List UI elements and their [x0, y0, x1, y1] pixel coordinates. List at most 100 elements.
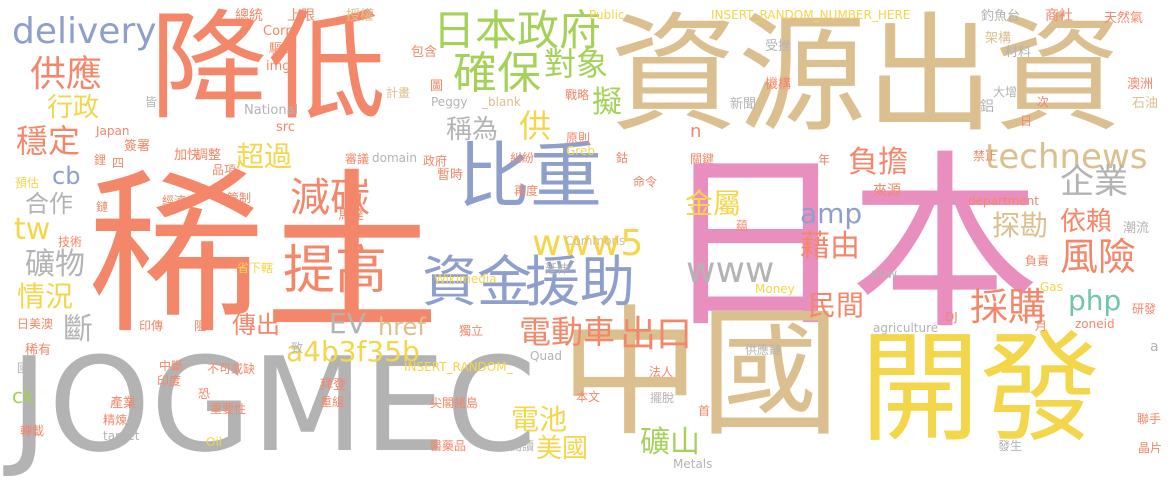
- word-cailiao: 材料: [1005, 45, 1032, 60]
- word-jieyou: 藉由: [800, 229, 860, 264]
- word-jishu: 技術: [58, 235, 83, 249]
- word-domain: domain: [372, 151, 417, 165]
- word-money: Money: [755, 282, 795, 296]
- word-yilai: 依賴: [1060, 207, 1113, 237]
- word-oil: Oil: [206, 435, 223, 449]
- word-baohan: 包含: [411, 45, 438, 60]
- word-guo: 國: [17, 361, 30, 375]
- word-qiye: 企業: [1060, 162, 1128, 202]
- word-zongtong: 總統: [235, 8, 263, 24]
- word-chukou: 出口: [620, 314, 693, 355]
- word-ci: 次: [1037, 95, 1050, 109]
- word-riben-zhengfu: 日本政府: [433, 6, 602, 55]
- word-src: src: [276, 120, 295, 135]
- word-li: 鋰: [94, 153, 107, 167]
- word-kuangwu: 礦物: [25, 247, 85, 282]
- word-quad: Quad: [530, 349, 563, 363]
- word-zhongyaoxing: 重要性: [210, 402, 247, 416]
- word-yugu: 預估: [15, 176, 40, 190]
- word-zhengfu: 政府: [423, 154, 448, 168]
- word-gongyinglian: 供應鏈: [745, 343, 782, 357]
- word-faren: 法人: [649, 365, 674, 379]
- word-gong: 供: [519, 107, 552, 145]
- word-yindu: 印度: [157, 374, 182, 388]
- word-corp: Corp: [263, 24, 294, 39]
- word-xinwen: 新聞: [730, 97, 757, 112]
- word-jinshu: 金屬: [685, 187, 742, 220]
- word-shou: 首: [698, 404, 711, 418]
- word-chanye: 產業: [110, 396, 137, 411]
- word-nian: 年: [818, 153, 831, 167]
- word-kaifa: 開發: [860, 320, 1100, 459]
- word-jingpian: 晶片: [1138, 441, 1163, 455]
- word-dianchi: 電池: [511, 403, 568, 436]
- word-shanghan: 上限: [287, 8, 315, 24]
- word-shangshe: 商社: [1045, 8, 1073, 24]
- word-diaoyutai: 釣魚台: [981, 9, 1021, 24]
- word-jiufen: 糾紛: [510, 151, 535, 165]
- word-agriculture: agriculture: [873, 321, 939, 335]
- word-gongying: 供應: [30, 54, 103, 95]
- word-yanfa: 研發: [1132, 302, 1157, 316]
- word-yue: 月: [1035, 319, 1048, 333]
- word-minjian: 民間: [808, 289, 865, 322]
- word-qianshu: 簽署: [124, 139, 151, 154]
- word-insert1: INSERT_RANDOM_NUMBER_HERE: [711, 8, 911, 22]
- word-duan: 斷: [63, 312, 93, 347]
- word-commons: Commons: [565, 234, 626, 248]
- word-tiaozheng: 調整: [195, 148, 222, 163]
- word-shiyou: 石油: [1132, 96, 1159, 111]
- word-fudan: 負擔: [848, 145, 908, 180]
- word-href: href: [378, 313, 426, 341]
- word-tu: 圖: [430, 79, 444, 94]
- word-blank: _blank: [482, 95, 521, 109]
- word-zu: 阻: [194, 319, 207, 333]
- word-chuanchu: 傳出: [232, 311, 280, 339]
- word-ni: 擬: [592, 85, 622, 120]
- word-pinxiang: 品項: [212, 163, 237, 177]
- word-fengxian: 風險: [1060, 235, 1137, 279]
- word-shenyi: 審議: [345, 152, 370, 166]
- word-department: department: [968, 194, 1039, 208]
- word-jigou: 機構: [765, 77, 792, 92]
- word-insert2: INSERT_RANDOM_: [404, 360, 513, 374]
- word-zhuanzai: 轉載: [20, 424, 45, 438]
- word-www5: www5: [532, 223, 644, 264]
- word-fuze: 負責: [1025, 254, 1050, 268]
- word-zhongduan: 中斷: [159, 359, 184, 373]
- word-avw: avw: [871, 267, 898, 282]
- word-yuanze: 原則: [566, 131, 591, 145]
- word-yuedu: 閱讀: [510, 439, 535, 453]
- word-meiguo: 美國: [536, 434, 589, 464]
- word-peggy: Peggy: [431, 95, 468, 109]
- word-greb: Greb: [566, 144, 595, 158]
- word-si: 四: [112, 156, 125, 170]
- word-wikimedia: Wikimedia: [434, 272, 497, 286]
- word-technews: technews: [985, 137, 1148, 177]
- word-public: Public: [589, 8, 625, 22]
- word-zhongguo: 中國: [560, 293, 841, 456]
- word-www: www: [686, 250, 775, 291]
- word-lv: 鋁: [980, 99, 994, 115]
- word-chaoguo: 超過: [236, 140, 293, 173]
- word-a4b: a4b3f35b: [286, 335, 420, 368]
- word-qudong: 驅動: [269, 42, 296, 57]
- word-cb: cb: [52, 162, 81, 190]
- word-zhanlue: 戰略: [565, 88, 590, 102]
- word-php: php: [1068, 284, 1122, 317]
- word-jiangdi: 降低: [150, 0, 387, 136]
- word-n: n: [690, 121, 702, 142]
- word-jie: 皆: [145, 95, 158, 109]
- word-lian: 鏈: [96, 200, 109, 214]
- word-shouquan: 授權: [346, 8, 374, 24]
- word-zaidu: 再度: [514, 184, 539, 198]
- word-lianshou: 聯手: [1137, 412, 1162, 426]
- word-jiagou: 架構: [985, 31, 1012, 46]
- word-mingling: 命令: [633, 175, 658, 189]
- word-target: target: [103, 429, 140, 443]
- word-dj: DJ: [945, 310, 958, 324]
- word-chengwei: 稱為: [446, 115, 499, 145]
- word-guanzhi: 管制: [227, 191, 252, 205]
- word-guanjian: 關鍵: [690, 152, 715, 166]
